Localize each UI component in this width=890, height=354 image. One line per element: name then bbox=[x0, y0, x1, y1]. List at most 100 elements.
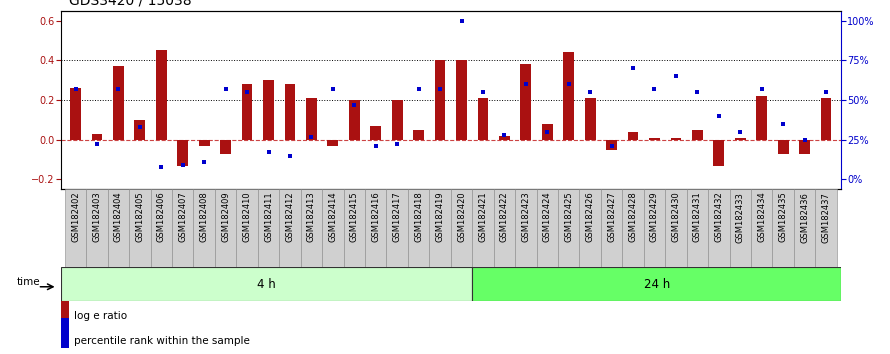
Point bbox=[819, 89, 833, 95]
Bar bbox=[61, 267, 473, 301]
Bar bbox=[220, 140, 231, 154]
Text: GSM182430: GSM182430 bbox=[671, 192, 681, 242]
Bar bbox=[156, 50, 166, 140]
Text: GSM182436: GSM182436 bbox=[800, 192, 809, 242]
Text: GSM182433: GSM182433 bbox=[736, 192, 745, 242]
Text: GSM182415: GSM182415 bbox=[350, 192, 359, 242]
Point bbox=[476, 89, 490, 95]
Bar bbox=[478, 98, 489, 140]
Bar bbox=[708, 189, 730, 267]
Bar bbox=[370, 126, 381, 140]
Bar bbox=[815, 189, 837, 267]
Text: GSM182403: GSM182403 bbox=[93, 192, 101, 242]
Text: GSM182418: GSM182418 bbox=[414, 192, 423, 242]
Bar bbox=[622, 189, 643, 267]
Text: GSM182423: GSM182423 bbox=[522, 192, 530, 242]
Point bbox=[712, 113, 726, 119]
Point bbox=[219, 86, 233, 92]
Point bbox=[562, 81, 576, 87]
Point bbox=[455, 18, 469, 23]
Text: time: time bbox=[17, 278, 41, 287]
Text: GSM182414: GSM182414 bbox=[328, 192, 337, 242]
Bar bbox=[413, 130, 424, 140]
Point bbox=[390, 142, 404, 147]
Bar bbox=[92, 134, 102, 140]
Bar bbox=[627, 132, 638, 140]
Bar bbox=[692, 130, 703, 140]
Bar bbox=[515, 189, 537, 267]
Text: GSM182417: GSM182417 bbox=[392, 192, 401, 242]
Point bbox=[733, 129, 748, 135]
Bar bbox=[328, 140, 338, 146]
Text: GSM182405: GSM182405 bbox=[135, 192, 144, 242]
Bar bbox=[730, 189, 751, 267]
Text: GSM182437: GSM182437 bbox=[821, 192, 830, 242]
Text: GSM182435: GSM182435 bbox=[779, 192, 788, 242]
Bar bbox=[113, 66, 124, 140]
Text: GSM182413: GSM182413 bbox=[307, 192, 316, 242]
Point bbox=[326, 86, 340, 92]
Bar bbox=[563, 52, 574, 140]
Bar bbox=[434, 60, 445, 140]
Bar bbox=[821, 98, 831, 140]
Bar bbox=[778, 140, 789, 154]
Text: log e ratio: log e ratio bbox=[74, 311, 127, 321]
Bar bbox=[279, 189, 301, 267]
Bar bbox=[258, 189, 279, 267]
Bar bbox=[198, 140, 209, 146]
Text: GSM182419: GSM182419 bbox=[435, 192, 445, 242]
Bar bbox=[579, 189, 601, 267]
Bar bbox=[285, 84, 295, 140]
Bar bbox=[735, 138, 746, 140]
Bar bbox=[134, 120, 145, 140]
Bar bbox=[263, 80, 274, 140]
Bar bbox=[521, 64, 531, 140]
Point bbox=[304, 134, 319, 139]
Bar bbox=[386, 189, 408, 267]
Bar bbox=[473, 189, 494, 267]
Text: GDS3420 / 15038: GDS3420 / 15038 bbox=[69, 0, 192, 7]
Text: GSM182410: GSM182410 bbox=[243, 192, 252, 242]
Bar bbox=[301, 189, 322, 267]
Point bbox=[797, 137, 812, 143]
Bar bbox=[751, 189, 773, 267]
Bar bbox=[687, 189, 708, 267]
Text: GSM182432: GSM182432 bbox=[715, 192, 724, 242]
Text: GSM182428: GSM182428 bbox=[628, 192, 637, 242]
Text: GSM182425: GSM182425 bbox=[564, 192, 573, 242]
Point bbox=[691, 89, 705, 95]
Text: GSM182407: GSM182407 bbox=[178, 192, 187, 242]
Bar bbox=[799, 140, 810, 154]
Bar bbox=[665, 189, 687, 267]
Point bbox=[755, 86, 769, 92]
Bar bbox=[451, 189, 473, 267]
Bar bbox=[322, 189, 344, 267]
Text: GSM182431: GSM182431 bbox=[693, 192, 702, 242]
Text: GSM182420: GSM182420 bbox=[457, 192, 466, 242]
Bar bbox=[558, 189, 579, 267]
Bar bbox=[756, 96, 767, 140]
Text: GSM182402: GSM182402 bbox=[71, 192, 80, 242]
Bar bbox=[794, 189, 815, 267]
Bar bbox=[214, 189, 237, 267]
Bar bbox=[61, 293, 69, 323]
Text: GSM182404: GSM182404 bbox=[114, 192, 123, 242]
Bar bbox=[601, 189, 622, 267]
Point bbox=[283, 153, 297, 159]
Text: GSM182427: GSM182427 bbox=[607, 192, 616, 242]
Bar bbox=[65, 189, 86, 267]
Point bbox=[90, 142, 104, 147]
Point bbox=[368, 143, 383, 149]
Bar bbox=[150, 189, 172, 267]
Text: GSM182422: GSM182422 bbox=[500, 192, 509, 242]
Point bbox=[647, 86, 661, 92]
Text: GSM182408: GSM182408 bbox=[199, 192, 208, 242]
Point bbox=[175, 162, 190, 168]
Bar bbox=[172, 189, 193, 267]
Bar bbox=[108, 189, 129, 267]
Bar bbox=[670, 138, 682, 140]
Point bbox=[668, 73, 683, 79]
Point bbox=[411, 86, 425, 92]
Text: GSM182411: GSM182411 bbox=[264, 192, 273, 242]
Bar bbox=[242, 84, 253, 140]
